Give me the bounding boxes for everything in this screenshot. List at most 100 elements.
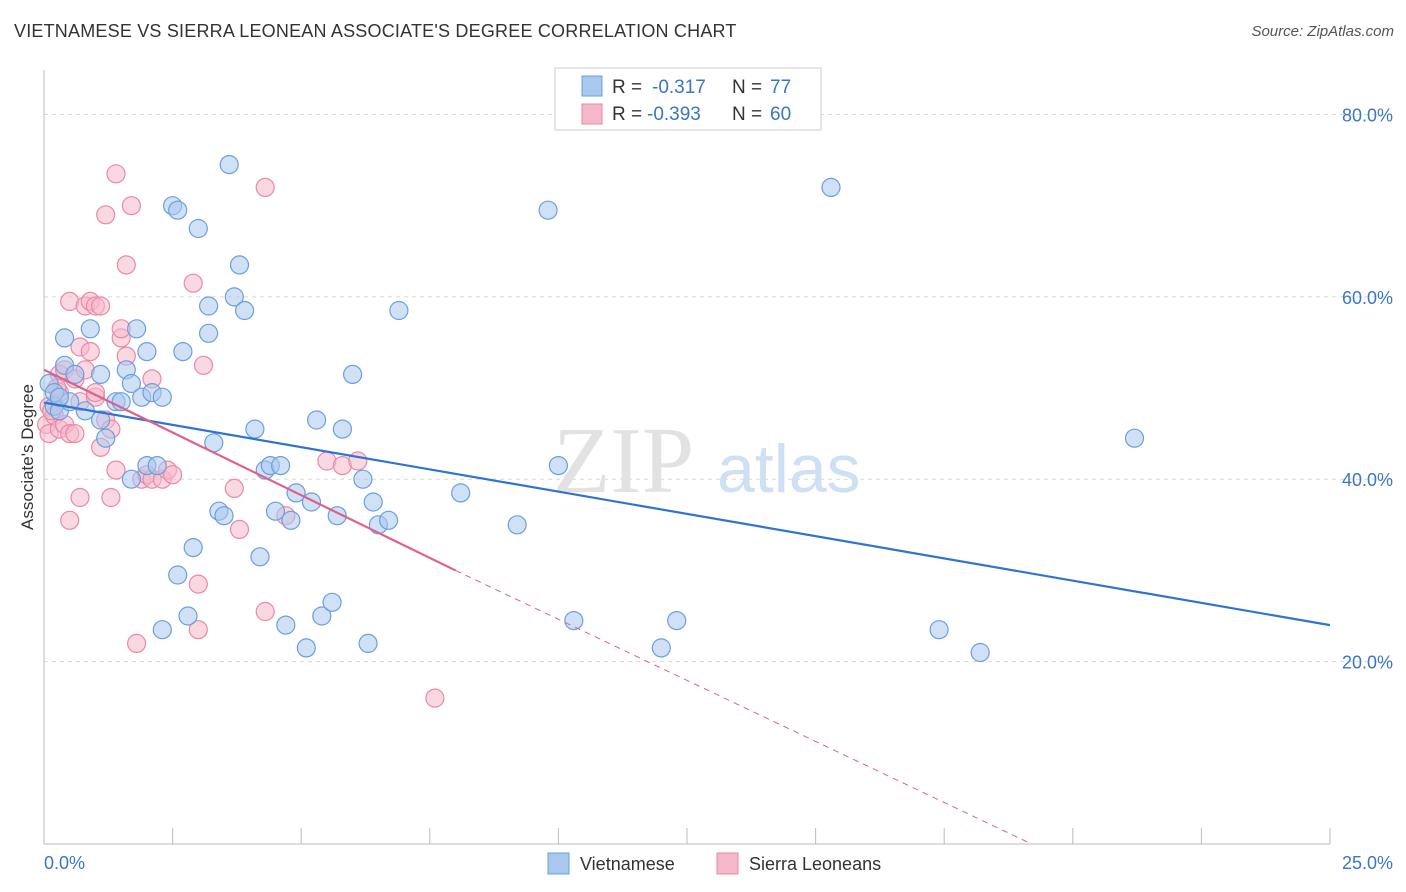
vietnamese-point [353,469,373,489]
vietnamese-point [265,501,286,521]
sierra-leoneans-point [90,296,111,316]
stats-r-label-vietnamese: R = [612,77,642,98]
vietnamese-point [332,419,352,439]
vietnamese-point [301,492,322,512]
vietnamese-point [152,620,172,640]
stats-r-label-sierra-leoneans: R = [612,104,642,125]
stats-box: R = -0.317 N = 77 R = -0.393 N = 60 [554,67,822,131]
vietnamese-point [389,300,409,321]
stats-r-value-sierra-leoneans: -0.393 [647,104,701,125]
vietnamese-point [137,342,157,362]
grid-lines [44,113,1393,663]
vietnamese-point [173,342,193,362]
vietnamese-point [307,410,327,430]
vietnamese-point [667,610,687,631]
vietnamese-point [219,155,239,175]
stats-n-label-vietnamese: N = [732,77,762,98]
vietnamese-point [121,373,141,394]
legend-swatch-vietnamese [547,852,570,875]
y-tick-label: 40.0% [1342,470,1393,490]
sierra-leoneans-trend-line [43,368,457,572]
sierra-leoneans-point [116,255,136,275]
sierra-leoneans-point [193,355,214,375]
vietnamese-point [168,565,188,585]
vietnamese-point [121,469,141,489]
sierra-leoneans-point [188,574,208,594]
stats-r-value-vietnamese: -0.317 [652,77,706,98]
stats-swatch-vietnamese [581,75,603,97]
sierra-leoneans-point [60,510,80,530]
sierra-leoneans-point [127,633,147,654]
y-tick-label: 20.0% [1342,653,1393,673]
vietnamese-point [538,200,558,220]
sierra-leoneans-point [183,273,203,293]
sierra-leoneans-point [70,487,90,508]
x-tick-label-max: 25.0% [1342,853,1393,873]
vietnamese-point [451,483,471,503]
vietnamese-point [199,296,219,316]
sierra-leoneans-point [224,478,244,498]
vietnamese-point [188,218,208,239]
vietnamese-point [90,364,111,384]
sierra-leoneans-point [96,205,116,225]
vietnamese-point [312,606,332,626]
vietnamese-point [224,287,244,307]
vietnamese-point [276,615,296,635]
vietnamese-point [564,610,584,631]
stats-n-value-sierra-leoneans: 60 [770,104,791,125]
vietnamese-point [199,323,219,343]
vietnamese-point [296,638,316,658]
stats-n-value-vietnamese: 77 [770,77,791,98]
vietnamese-point [152,387,172,407]
x-tick-label-min: 0.0% [44,853,85,873]
sierra-leoneans-point [106,164,126,184]
vietnamese-point [271,456,291,476]
y-axis-label: Associate's Degree [18,384,37,530]
watermark-zip: ZIP [553,409,694,513]
vietnamese-point [250,547,270,567]
vietnamese-point [363,492,383,512]
vietnamese-point [96,428,116,448]
vietnamese-point [548,456,569,476]
vietnamese-point [65,364,85,384]
vietnamese-trend-line [43,401,1331,627]
legend-label-sierra-leoneans: Sierra Leoneans [749,854,881,874]
sierra-leoneans-point [188,620,208,640]
sierra-leoneans-point [348,451,368,471]
y-tick-label: 80.0% [1342,105,1393,125]
stats-swatch-sierra-leoneans [581,103,603,125]
vietnamese-point [651,638,671,658]
watermark-atlas: atlas [717,431,861,507]
source-label: Source: ZipAtlas.com [1251,23,1394,40]
vietnamese-point [1124,428,1145,448]
sierra-leoneans-trend-extension [455,569,1032,845]
vietnamese-point [168,200,188,220]
vietnamese-point [229,255,250,275]
vietnamese-point [821,177,841,197]
trend-lines [43,368,1331,845]
sierra-leoneans-point [255,601,275,622]
vietnamese-point [358,633,378,654]
chart-title: VIETNAMESE VS SIERRA LEONEAN ASSOCIATE'S… [14,21,737,41]
vietnamese-point [90,410,111,430]
sierra-leoneans-point [229,519,250,540]
vietnamese-point [54,328,75,348]
vietnamese-point [178,606,198,626]
sierra-leoneans-point [106,460,126,480]
sierra-leoneans-point [80,342,100,362]
vietnamese-point [147,456,167,476]
vietnamese-point [214,506,234,526]
vietnamese-point [80,319,100,339]
vietnamese-point [343,364,363,384]
legend-swatch-sierra-leoneans [716,852,739,875]
sierra-leoneans-point [255,177,275,197]
vietnamese-point [245,419,265,439]
vietnamese-point [322,592,342,612]
vietnamese-point [127,319,147,339]
stats-n-label-sierra-leoneans: N = [732,104,762,125]
y-tick-label: 60.0% [1342,288,1393,308]
sierra-leoneans-point [65,424,85,444]
y-tick-labels: 20.0% 40.0% 60.0% 80.0% [1342,105,1393,672]
legend: Vietnamese Sierra Leoneans [547,852,881,875]
vietnamese-point [235,300,255,321]
